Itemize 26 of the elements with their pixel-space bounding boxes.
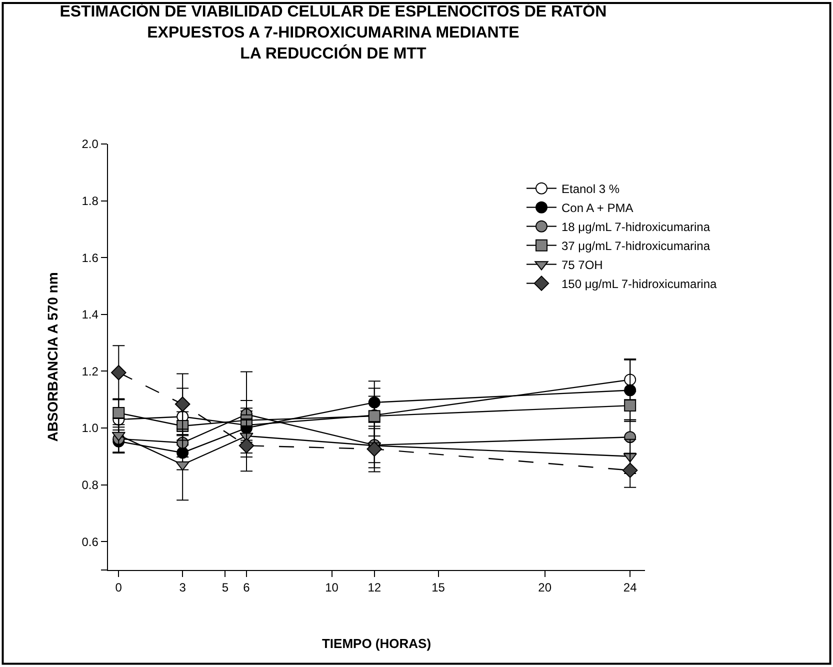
x-tick-label: 10 bbox=[325, 580, 339, 595]
x-tick-label: 5 bbox=[222, 580, 229, 595]
legend-label: 75 7OH bbox=[561, 258, 603, 272]
x-tick-label: 15 bbox=[432, 580, 446, 595]
x-tick-label: 0 bbox=[115, 580, 122, 595]
y-tick-label: 2.0 bbox=[82, 137, 99, 152]
legend-label: 37 μg/mL 7-hidroxicumarina bbox=[561, 239, 710, 253]
y-axis-title: ABSORBANCIA A 570 nm bbox=[44, 272, 60, 442]
x-tick-label: 6 bbox=[243, 580, 250, 595]
legend-label: Etanol 3 % bbox=[561, 182, 620, 196]
y-tick-label: 1.6 bbox=[82, 250, 99, 265]
y-tick-label: 0.8 bbox=[82, 478, 99, 492]
chart-title: ESTIMACIÓN DE VIABILIDAD CELULAR DE ESPLENOCITOS DE RATÓN EXPUESTOS A 7-HIDROXICUMARINA MEDIANTE LA REDUCCIÓN DE MTT bbox=[60, 2, 607, 62]
x-axis-title: TIEMPO (HORAS) bbox=[322, 636, 432, 652]
x-tick-label: 3 bbox=[179, 580, 186, 595]
legend-label: 18 μg/mL 7-hidroxicumarina bbox=[561, 220, 710, 234]
y-tick-label: 1.0 bbox=[82, 421, 99, 436]
legend-label: 150 μg/mL 7-hidroxicumarina bbox=[561, 277, 718, 291]
y-tick-label: 1.4 bbox=[82, 308, 99, 322]
y-tick-label: 0.6 bbox=[82, 534, 99, 549]
y-tick-label: 1.8 bbox=[82, 194, 99, 208]
y-tick-label: 1.2 bbox=[82, 364, 99, 378]
x-tick-label: 20 bbox=[538, 580, 552, 595]
x-tick-label: 12 bbox=[368, 580, 382, 595]
legend-label: Con A + PMA bbox=[561, 201, 634, 215]
x-tick-label: 24 bbox=[623, 580, 638, 595]
